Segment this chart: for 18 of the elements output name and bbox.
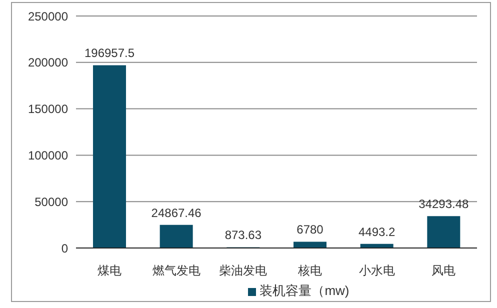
y-tick-label: 150000 [28, 102, 68, 116]
x-tick-label: 燃气发电 [152, 264, 200, 278]
legend-label: 装机容量（mw) [260, 283, 350, 298]
data-label: 24867.46 [151, 206, 202, 220]
y-tick-label: 200000 [28, 56, 68, 70]
x-tick-label: 风电 [432, 264, 456, 278]
data-label: 4493.2 [358, 224, 396, 239]
y-tick-label: 50000 [34, 194, 68, 209]
x-tick-label: 煤电 [97, 264, 122, 278]
x-tick-label: 小水电 [358, 264, 395, 278]
data-label: 6780 [296, 222, 324, 237]
data-label: 196957.5 [84, 46, 135, 60]
data-label: 873.63 [224, 228, 262, 242]
x-tick-label: 核电 [296, 264, 322, 278]
y-tick-label: 250000 [28, 9, 68, 24]
y-tick-label: 0 [61, 241, 68, 256]
y-tick-label: 100000 [28, 148, 68, 162]
x-tick-label: 柴油发电 [219, 264, 268, 278]
